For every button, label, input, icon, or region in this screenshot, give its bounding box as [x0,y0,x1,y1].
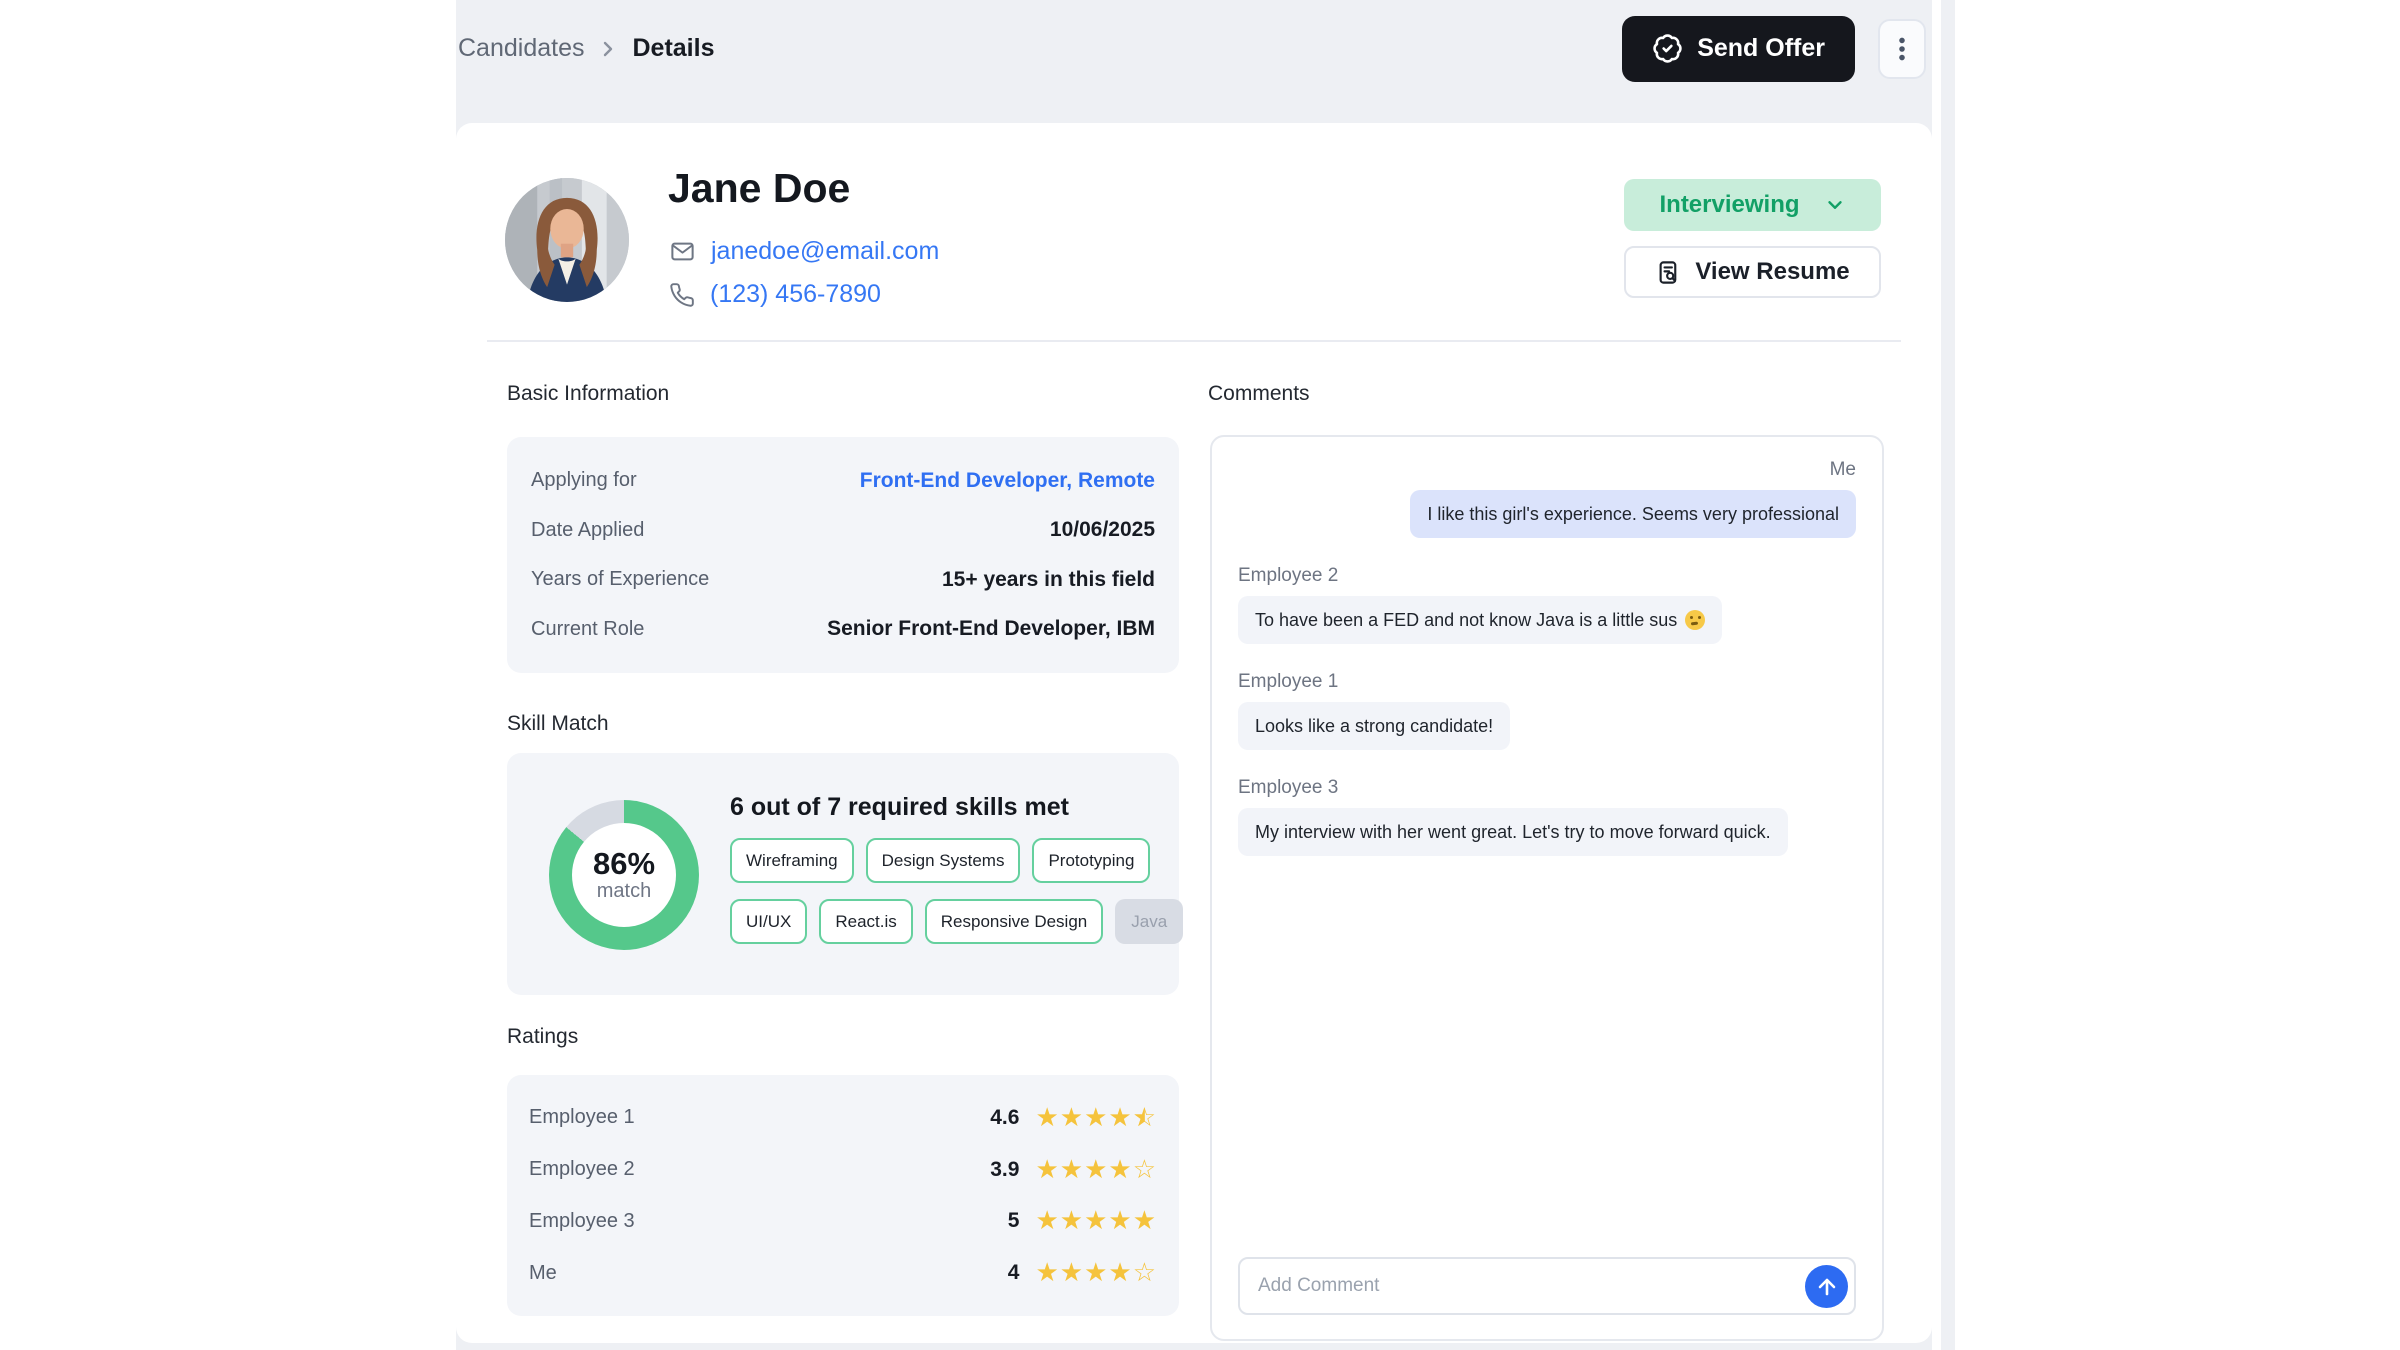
skill-chip: React.is [819,899,913,944]
phone-icon [669,282,695,308]
comment-author: Employee 2 [1238,565,1339,586]
add-comment-input[interactable] [1238,1257,1856,1315]
info-label: Date Applied [531,518,645,541]
candidate-card: Jane Doe janedoe@email.com (123) 456-789… [456,123,1932,1343]
rater-name: Employee 2 [529,1158,635,1181]
send-offer-button[interactable]: Send Offer [1622,15,1855,82]
info-label: Current Role [531,617,645,640]
chevron-right-icon [596,37,620,61]
skill-chip-unmet: Java [1115,899,1184,944]
star-rating: ★★★★★ [1035,1206,1157,1237]
rating-row: Me 4 ★★★★☆ [529,1260,1157,1286]
rating-row: Employee 2 3.9 ★★★★☆ [529,1157,1157,1183]
breadcrumb: Candidates Details [458,34,714,63]
comment-bubble: I like this girl's experience. Seems ver… [1410,490,1856,538]
ratings-title: Ratings [507,1025,579,1048]
info-label: Applying for [531,469,637,492]
info-value: 15+ years in this field [941,567,1155,591]
rating-value: 3.9 [990,1157,1020,1181]
rating-row: Employee 3 5 ★★★★★ [529,1208,1157,1234]
arrow-up-icon [1815,1275,1839,1299]
rater-name: Employee 3 [529,1209,635,1232]
skill-chip: UI/UX [730,899,808,944]
more-options-button[interactable] [1878,18,1926,79]
comment-author: Employee 1 [1238,671,1339,692]
skills-headline: 6 out of 7 required skills met [730,793,1069,821]
comment-bubble: My interview with her went great. Let's … [1238,808,1788,856]
status-label: Interviewing [1659,191,1800,218]
ratings-rows: Employee 1 4.6 ★★★★☆ ★ Employee 2 3.9 ★★★★☆ Emp… [507,1075,1179,1316]
info-label: Years of Experience [531,568,710,591]
scrollbar[interactable] [1941,0,1955,1350]
basic-info-row: Date Applied 10/06/2025 [531,518,1155,542]
candidate-phone[interactable]: (123) 456-7890 [710,280,881,308]
comment-item: Me I like this girl's experience. Seems v… [1238,459,1856,538]
basic-info-rows: Applying for Front-End Developer, Remote D… [507,437,1179,673]
comment-bubble: Looks like a strong candidate! [1238,702,1511,750]
comments-list: Me I like this girl's experience. Seems v… [1238,459,1856,883]
comment-author: Employee 3 [1238,777,1339,798]
star-rating: ★★★★☆ [1035,1258,1157,1289]
comment-item: Employee 1 Looks like a strong candidate! [1238,671,1856,750]
comments-panel: Me I like this girl's experience. Seems v… [1210,435,1884,1341]
donut-center: 86% match [572,823,676,927]
info-value: 10/06/2025 [1049,518,1155,542]
comment-item: Employee 3 My interview with her went gre… [1238,777,1856,856]
skill-chip: Wireframing [730,838,854,883]
candidate-email[interactable]: janedoe@email.com [711,237,940,265]
basic-info-row: Current Role Senior Front-End Developer, … [531,617,1155,641]
badge-check-icon [1652,33,1683,64]
star-rating: ★★★★☆ ★ [1035,1102,1157,1133]
chevron-down-icon [1824,194,1846,216]
kebab-icon [1889,34,1915,64]
match-percent: 86% [592,846,656,881]
topbar-actions: Send Offer [1622,15,1926,82]
avatar [505,178,629,302]
thinking-emoji [1685,610,1706,630]
rater-name: Employee 1 [529,1106,635,1129]
topbar: Candidates Details Send Offer [456,0,1932,97]
breadcrumb-details: Details [632,34,715,62]
skill-chip-row-1: Wireframing Design Systems Prototyping [730,838,1170,883]
email-row: janedoe@email.com [669,237,939,266]
skill-chip-row-2: UI/UX React.is Responsive Design Java [730,899,1184,944]
view-resume-label: View Resume [1695,258,1850,285]
send-comment-button[interactable] [1805,1265,1848,1308]
star-rating: ★★★★☆ [1035,1154,1157,1185]
comments-title: Comments [1208,382,1310,405]
rating-row: Employee 1 4.6 ★★★★☆ ★ [529,1105,1157,1131]
basic-info-row: Applying for Front-End Developer, Remote [531,469,1155,493]
comment-bubble: To have been a FED and not know Java is … [1238,596,1723,644]
rating-value: 5 [1007,1209,1020,1233]
skill-chip: Prototyping [1032,838,1151,883]
header-divider [487,340,1901,342]
skill-match-details: 6 out of 7 required skills met Wireframi… [730,793,1184,944]
info-value-link[interactable]: Front-End Developer, Remote [859,468,1155,492]
basic-info-title: Basic Information [507,382,670,405]
match-label: match [596,880,652,902]
status-dropdown[interactable]: Interviewing [1624,179,1881,231]
rater-name: Me [529,1261,557,1284]
send-offer-label: Send Offer [1697,34,1825,62]
skill-match-panel: 86% match 6 out of 7 required skills met… [507,753,1184,995]
file-search-icon [1655,259,1682,286]
comment-item: Employee 2 To have been a FED and not kno… [1238,565,1856,644]
basic-info-row: Years of Experience 15+ years in this fie… [531,568,1155,592]
rating-value: 4 [1007,1261,1020,1285]
candidate-name: Jane Doe [668,165,851,211]
skill-match-title: Skill Match [507,712,609,735]
comment-author: Me [1829,459,1856,480]
breadcrumb-candidates[interactable]: Candidates [458,34,585,62]
skill-chip: Design Systems [865,838,1021,883]
rating-value: 4.6 [990,1105,1020,1129]
skill-match-donut: 86% match [549,800,699,950]
mail-icon [669,238,696,265]
comment-input-row [1238,1257,1856,1315]
skill-chip: Responsive Design [924,899,1104,944]
view-resume-button[interactable]: View Resume [1624,246,1881,298]
phone-row: (123) 456-7890 [669,280,881,309]
info-value: Senior Front-End Developer, IBM [827,617,1155,641]
